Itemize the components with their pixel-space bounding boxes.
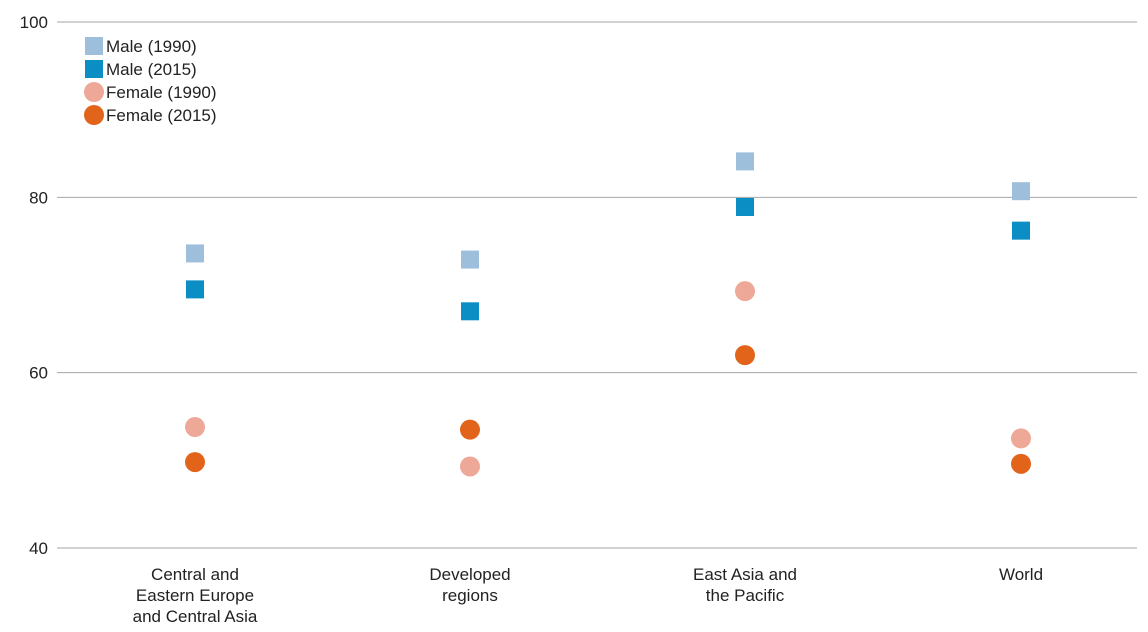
point-male-2015-1 [186,280,204,299]
point-male-2015-3 [736,197,754,216]
point-female-1990-3 [735,281,755,302]
legend-label-male-1990: Male (1990) [106,37,197,56]
point-female-2015-2 [460,419,480,440]
y-tick-label-80: 80 [29,188,48,207]
legend-label-female-2015: Female (2015) [106,106,217,125]
category-label-4: World [999,565,1043,584]
y-tick-label-100: 100 [20,13,48,32]
legend-label-male-2015: Male (2015) [106,60,197,79]
point-male-1990-3 [736,152,754,171]
point-male-1990-4 [1012,182,1030,201]
point-female-1990-1 [185,417,205,438]
category-label-2: Developed regions [429,565,510,605]
point-female-1990-4 [1011,428,1031,449]
data-points [185,152,1031,477]
y-axis-tick-labels: 40 60 80 100 [20,13,48,558]
category-label-3: East Asia and the Pacific [693,565,797,605]
point-male-2015-2 [461,302,479,321]
y-tick-label-40: 40 [29,539,48,558]
point-female-2015-4 [1011,453,1031,474]
x-axis-category-labels: Central and Eastern Europe and Central Asi… [133,565,1043,626]
legend-swatch-female-1990 [84,82,104,102]
legend-label-female-1990: Female (1990) [106,83,217,102]
legend-swatch-male-1990 [85,37,103,55]
y-tick-label-60: 60 [29,364,48,383]
point-male-1990-2 [461,250,479,269]
point-male-1990-1 [186,244,204,263]
grid [57,21,1137,549]
point-female-2015-3 [735,345,755,366]
legend: Male (1990) Male (2015) Female (1990) Femal… [84,37,217,125]
point-female-2015-1 [185,452,205,473]
legend-swatch-male-2015 [85,60,103,78]
category-label-1: Central and Eastern Europe and Central Asi… [133,565,258,626]
point-male-2015-4 [1012,221,1030,240]
legend-swatch-female-2015 [84,105,104,125]
point-female-1990-2 [460,456,480,477]
